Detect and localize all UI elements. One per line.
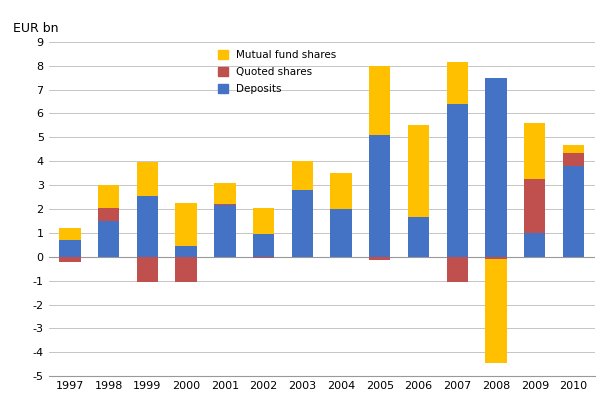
Bar bbox=[524, 233, 546, 257]
Bar bbox=[175, 246, 197, 257]
Bar bbox=[253, 208, 274, 234]
Bar bbox=[214, 204, 236, 205]
Bar bbox=[137, 196, 158, 257]
Bar bbox=[524, 123, 546, 179]
Bar bbox=[524, 179, 546, 233]
Bar bbox=[253, 257, 274, 258]
Bar bbox=[292, 190, 313, 257]
Bar bbox=[292, 161, 313, 190]
Bar bbox=[369, 257, 390, 260]
Bar bbox=[447, 104, 468, 257]
Bar bbox=[486, 257, 507, 259]
Bar bbox=[253, 234, 274, 257]
Bar bbox=[98, 185, 119, 208]
Bar bbox=[369, 135, 390, 257]
Bar bbox=[59, 240, 81, 257]
Text: EUR bn: EUR bn bbox=[13, 22, 58, 35]
Bar bbox=[563, 166, 584, 257]
Bar bbox=[98, 221, 119, 257]
Bar bbox=[408, 217, 429, 257]
Bar bbox=[214, 205, 236, 257]
Bar bbox=[59, 228, 81, 240]
Bar bbox=[59, 257, 81, 262]
Bar bbox=[447, 62, 468, 104]
Bar bbox=[175, 203, 197, 246]
Bar bbox=[486, 259, 507, 363]
Bar bbox=[330, 209, 351, 257]
Bar bbox=[330, 173, 351, 209]
Bar bbox=[447, 257, 468, 282]
Bar bbox=[98, 208, 119, 221]
Bar bbox=[175, 257, 197, 282]
Bar bbox=[408, 125, 429, 217]
Bar bbox=[214, 183, 236, 204]
Bar bbox=[486, 78, 507, 257]
Bar bbox=[563, 145, 584, 153]
Bar bbox=[137, 163, 158, 196]
Legend: Mutual fund shares, Quoted shares, Deposits: Mutual fund shares, Quoted shares, Depos… bbox=[218, 50, 337, 94]
Bar bbox=[563, 153, 584, 166]
Bar bbox=[369, 66, 390, 135]
Bar bbox=[137, 257, 158, 282]
